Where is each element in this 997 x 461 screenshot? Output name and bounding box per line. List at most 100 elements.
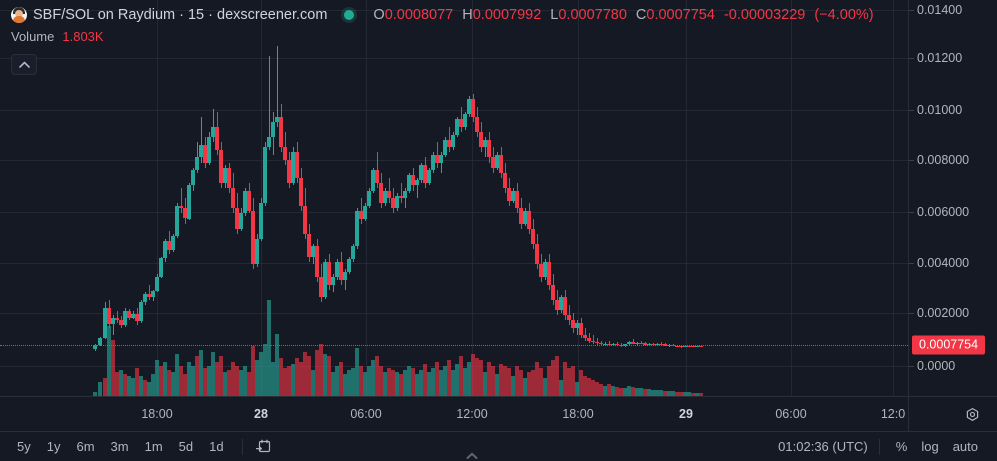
time-axis[interactable]: 18:00 28 06:00 12:00 18:00 29 06:00 12:0: [0, 396, 997, 432]
candle-body: [663, 344, 667, 346]
candle-wick: [149, 284, 150, 300]
volume-bar: [667, 391, 671, 396]
gridline-vertical: [791, 0, 792, 396]
current-price-badge[interactable]: 0.0007754: [912, 335, 986, 355]
candle-wick: [201, 116, 202, 163]
volume-label: Volume: [11, 28, 55, 44]
candle-body: [251, 210, 255, 265]
range-button-3m[interactable]: 3m: [110, 439, 129, 454]
volume-bar: [587, 378, 591, 396]
price-tick-mark: [909, 160, 914, 161]
candle-body: [311, 246, 315, 257]
scale-option-auto[interactable]: auto: [952, 439, 978, 454]
volume-bar: [275, 334, 279, 396]
volume-bar: [651, 390, 655, 396]
price-tick-label: 0.0000: [909, 359, 955, 373]
volume-bar: [575, 382, 579, 396]
gridline-horizontal: [0, 366, 908, 367]
time-tick-label: 28: [254, 407, 268, 421]
candle-body: [299, 177, 303, 206]
candle-body: [627, 341, 631, 345]
range-button-6m[interactable]: 6m: [76, 439, 95, 454]
volume-bar: [271, 362, 275, 396]
volume-bar: [563, 362, 567, 396]
volume-bar: [623, 388, 627, 396]
candle-body: [471, 99, 475, 117]
expand-panel-button[interactable]: [464, 452, 480, 461]
ohlc-open-key: O: [373, 7, 385, 23]
candle-body: [187, 185, 191, 219]
candle-body: [283, 147, 287, 161]
volume-bar: [279, 358, 283, 396]
time-tick-label: 29: [679, 407, 693, 421]
candle-body: [179, 205, 183, 209]
candle-body: [223, 167, 227, 183]
candle-body: [431, 154, 435, 171]
candle-body: [563, 297, 567, 316]
price-tick-label: 0.01200: [909, 51, 962, 65]
ohlc-low-key: L: [550, 7, 559, 23]
volume-bar: [607, 384, 611, 396]
candle-body: [527, 210, 531, 229]
gridline-horizontal: [0, 313, 908, 314]
range-button-5d[interactable]: 5d: [178, 439, 194, 454]
volume-bar: [687, 392, 691, 396]
collapse-legend-button[interactable]: [11, 54, 37, 75]
price-axis[interactable]: 0.01400 0.01200 0.01000 0.008000 0.006000 0.0…: [908, 0, 997, 396]
volume-bar: [391, 370, 395, 396]
ohlc-low-value: 0.0007780: [558, 7, 627, 23]
candle-body: [643, 343, 647, 346]
volume-bar: [551, 360, 555, 396]
volume-bar: [103, 378, 107, 396]
volume-bar: [127, 376, 131, 396]
range-button-1m[interactable]: 1m: [144, 439, 163, 454]
scale-option-percent[interactable]: %: [895, 439, 908, 454]
candle-body: [175, 205, 179, 237]
gridline-vertical: [366, 0, 367, 396]
volume-bar: [439, 370, 443, 396]
volume-bar: [319, 344, 323, 396]
chart-pane[interactable]: [0, 0, 908, 396]
volume-bar: [431, 368, 435, 396]
range-buttons-group: 5y 1y 6m 3m 1m 5d 1d: [0, 436, 276, 458]
timezone-settings-icon[interactable]: [961, 404, 983, 426]
candle-wick: [621, 343, 622, 347]
candle-body: [135, 313, 139, 322]
candle-body: [335, 261, 339, 277]
candle-body: [599, 343, 603, 345]
candle-wick: [361, 198, 362, 224]
volume-bar: [603, 386, 607, 396]
range-button-1d[interactable]: 1d: [209, 439, 224, 454]
volume-bar: [93, 392, 97, 396]
candle-body: [93, 345, 97, 349]
candle-body: [167, 241, 171, 251]
volume-bar: [639, 388, 643, 396]
range-button-1y[interactable]: 1y: [46, 439, 61, 454]
volume-bar: [295, 358, 299, 396]
candle-body: [531, 228, 535, 244]
range-button-5y[interactable]: 5y: [17, 439, 31, 454]
volume-bar: [559, 380, 563, 396]
volume-bar: [599, 384, 603, 396]
volume-bar: [387, 368, 391, 396]
candle-body: [595, 341, 599, 344]
candle-body: [499, 154, 503, 173]
gridline-vertical: [893, 0, 894, 396]
go-to-date-icon[interactable]: [252, 436, 276, 458]
candle-body: [503, 172, 507, 188]
volume-bar: [523, 378, 527, 396]
candle-body: [215, 126, 219, 150]
clock-text: 01:02:36 (UTC): [778, 439, 868, 454]
toolbar-divider: [241, 438, 243, 455]
volume-bar: [155, 360, 159, 396]
gridline-vertical: [686, 0, 687, 396]
scale-option-log[interactable]: log: [921, 439, 939, 454]
volume-bar: [411, 368, 415, 396]
time-tick-label: 06:00: [775, 407, 807, 421]
candle-body: [379, 182, 383, 204]
volume-bar: [423, 364, 427, 396]
candle-body: [639, 342, 643, 344]
candle-body: [551, 284, 555, 300]
candle-body: [411, 175, 415, 186]
ohlc-close-value: 0.0007754: [646, 7, 715, 23]
